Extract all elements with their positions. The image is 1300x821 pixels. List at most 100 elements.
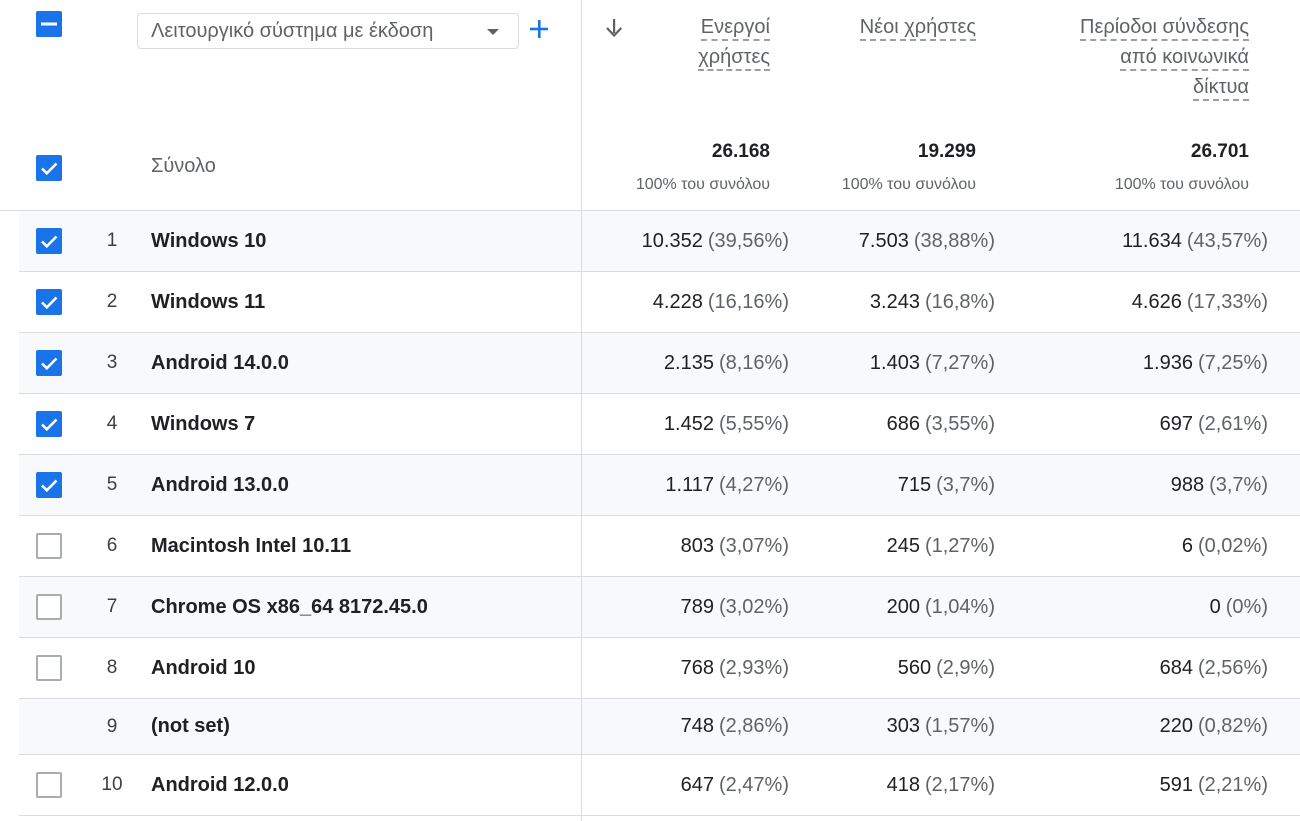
cell-social-sessions: 6 (0,02%) <box>1048 516 1268 576</box>
metric-header-active-users[interactable]: Ενεργοί χρήστες <box>630 12 770 72</box>
metric-header-new-users[interactable]: Νέοι χρήστες <box>796 12 976 42</box>
cell-percentage: (4,27%) <box>718 473 789 496</box>
table-header: Λειτουργικό σύστημα με έκδοση Ενεργοί χρ… <box>0 0 1300 211</box>
select-all-checkbox[interactable] <box>36 11 62 37</box>
row-dimension-value: Chrome OS x86_64 8172.45.0 <box>151 595 428 618</box>
cell-percentage: (3,7%) <box>1209 473 1268 496</box>
metric-header-line: Περίοδοι σύνδεσης <box>1080 16 1249 41</box>
cell-value: 10.352 <box>641 229 703 252</box>
total-new-users: 19.299 <box>917 141 976 162</box>
row-checkbox[interactable] <box>36 228 62 254</box>
cell-value: 748 <box>680 715 714 737</box>
metric-header-line: από κοινωνικά <box>1120 46 1249 71</box>
cell-new-users: 418 (2,17%) <box>795 755 995 815</box>
row-checkbox[interactable] <box>36 350 62 376</box>
row-dimension-value: Windows 7 <box>151 412 256 435</box>
cell-active-users: 803 (3,07%) <box>589 516 789 576</box>
row-dimension-value: Macintosh Intel 10.11 <box>151 534 352 557</box>
cell-percentage: (0,02%) <box>1197 534 1268 557</box>
cell-value: 245 <box>886 534 920 557</box>
table-row[interactable]: 9 (not set) 748 (2,86%) 303 (1,57%) 220 (0,82%) <box>19 699 1300 755</box>
total-social-sessions: 26.701 <box>1190 141 1249 162</box>
cell-percentage: (7,25%) <box>1197 351 1268 374</box>
cell-value: 803 <box>680 534 714 557</box>
row-index: 1 <box>106 230 118 251</box>
table-row[interactable]: 10 Android 12.0.0 647 (2,47%) 418 (2,17%) 591(… <box>19 755 1300 816</box>
table-row[interactable]: 2 Windows 11 4.228 (16,16%) 3.243 (16,8%) 4.62… <box>19 272 1300 333</box>
cell-value: 3.243 <box>869 290 920 313</box>
table-row[interactable]: 7 Chrome OS x86_64 8172.45.0 789 (3,02%) 200… <box>19 577 1300 638</box>
cell-percentage: (8,16%) <box>718 351 789 374</box>
row-index: 7 <box>106 596 118 617</box>
cell-value: 697 <box>1159 412 1193 435</box>
table-row[interactable]: 1 Windows 10 10.352 (39,56%) 7.503 (38,88%) 11… <box>19 211 1300 272</box>
cell-value: 4.228 <box>652 290 703 313</box>
table-row[interactable]: 5 Android 13.0.0 1.117 (4,27%) 715 (3,7%) 988(… <box>19 455 1300 516</box>
total-social-sessions-subtext: 100% του συνόλου <box>1114 176 1249 193</box>
cell-new-users: 303 (1,57%) <box>795 699 995 754</box>
checkmark-icon <box>41 357 58 371</box>
cell-social-sessions: 4.626 (17,33%) <box>1048 272 1268 332</box>
cell-percentage: (1,27%) <box>924 534 995 557</box>
metric-header-social-sessions[interactable]: Περίοδοι σύνδεσης από κοινωνικά δίκτυα <box>1029 12 1249 102</box>
cell-percentage: (2,86%) <box>718 715 789 737</box>
cell-percentage: (5,55%) <box>718 412 789 435</box>
row-index: 5 <box>106 474 118 495</box>
cell-value: 303 <box>886 715 920 737</box>
cell-value: 6 <box>1181 534 1193 557</box>
cell-value: 0 <box>1209 595 1221 618</box>
cell-value: 988 <box>1170 473 1205 496</box>
cell-active-users: 4.228 (16,16%) <box>589 272 789 332</box>
sort-descending-arrow-icon[interactable] <box>602 16 626 40</box>
table-row[interactable]: 8 Android 10 768 (2,93%) 560 (2,9%) 684 (2,56%) <box>19 638 1300 699</box>
row-checkbox[interactable] <box>36 594 62 620</box>
cell-social-sessions: 591 (2,21%) <box>1048 755 1268 815</box>
cell-new-users: 3.243 (16,8%) <box>795 272 995 332</box>
cell-percentage: (38,88%) <box>913 229 995 252</box>
cell-value: 1.452 <box>663 412 714 435</box>
cell-new-users: 7.503 (38,88%) <box>795 211 995 271</box>
chevron-down-icon <box>487 29 499 35</box>
checkmark-icon <box>41 162 58 176</box>
cell-percentage: (0,82%) <box>1197 715 1268 737</box>
row-dimension-value: Windows 11 <box>151 290 266 313</box>
cell-percentage: (2,9%) <box>936 656 995 679</box>
cell-percentage: (43,57%) <box>1186 229 1268 252</box>
row-checkbox[interactable] <box>36 411 62 437</box>
row-checkbox[interactable] <box>36 472 62 498</box>
cell-percentage: (3,7%) <box>936 473 995 496</box>
add-dimension-plus-icon[interactable] <box>527 17 551 41</box>
table-row[interactable]: 4 Windows 7 1.452 (5,55%) 686 (3,55%) 697 (2,61… <box>19 394 1300 455</box>
cell-percentage: (3,02%) <box>718 595 789 618</box>
cell-value: 11.634 <box>1122 229 1182 252</box>
cell-new-users: 200 (1,04%) <box>795 577 995 637</box>
row-checkbox[interactable] <box>36 533 62 559</box>
cell-value: 686 <box>886 412 920 435</box>
row-checkbox[interactable] <box>36 772 62 798</box>
total-active-users: 26.168 <box>711 141 770 162</box>
cell-value: 715 <box>897 473 932 496</box>
table-row[interactable]: 3 Android 14.0.0 2.135 (8,16%) 1.403 (7,27%) 1… <box>19 333 1300 394</box>
checkmark-icon <box>41 296 58 310</box>
row-checkbox[interactable] <box>36 655 62 681</box>
cell-social-sessions: 0 (0%) <box>1048 577 1268 637</box>
cell-percentage: (1,04%) <box>924 595 995 618</box>
cell-social-sessions: 697 (2,61%) <box>1048 394 1268 454</box>
cell-value: 1.936 <box>1142 351 1193 374</box>
row-index: 8 <box>106 657 118 678</box>
table-row[interactable]: 6 Macintosh Intel 10.11 803 (3,07%) 245 (1,27… <box>19 516 1300 577</box>
cell-new-users: 245 (1,27%) <box>795 516 995 576</box>
dimension-selector[interactable]: Λειτουργικό σύστημα με έκδοση <box>137 13 519 49</box>
total-checkbox[interactable] <box>36 155 62 181</box>
row-dimension-value: Android 10 <box>151 656 256 679</box>
metric-header-line: Ενεργοί <box>700 16 770 41</box>
cell-social-sessions: 988 (3,7%) <box>1048 455 1268 515</box>
cell-new-users: 686 (3,55%) <box>795 394 995 454</box>
cell-value: 200 <box>886 595 920 618</box>
row-index: 2 <box>106 291 118 312</box>
row-dimension-value: Android 13.0.0 <box>151 473 289 496</box>
row-checkbox[interactable] <box>36 289 62 315</box>
cell-value: 418 <box>886 773 920 796</box>
cell-active-users: 768 (2,93%) <box>589 638 789 698</box>
